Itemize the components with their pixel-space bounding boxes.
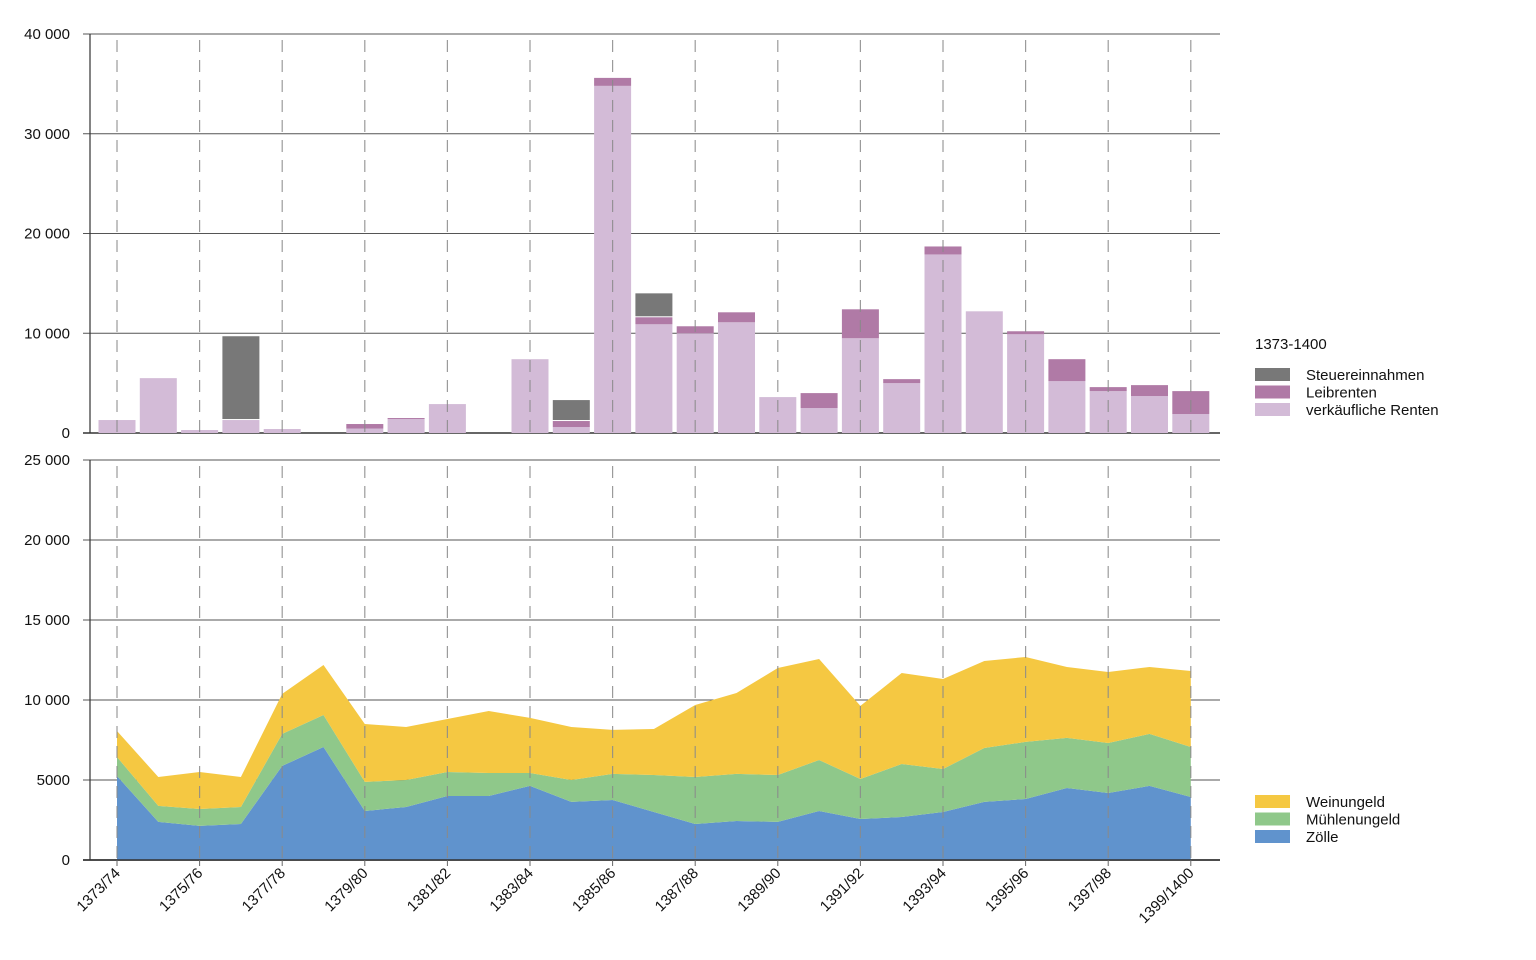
- bottom-y-tick-label: 20 000: [24, 532, 70, 549]
- x-tick-label: 1387/88: [652, 865, 702, 915]
- bar-leibrenten-1395-96: [1007, 331, 1045, 335]
- bar-verk-ufliche-renten-1396-97: [1048, 381, 1086, 433]
- legend-label: Zölle: [1306, 829, 1339, 846]
- x-tick-label: 1395/96: [982, 865, 1032, 915]
- legend-label: Steuereinnahmen: [1306, 367, 1424, 384]
- bar-leibrenten-1392-93: [883, 379, 921, 384]
- bar-steuereinnahmen-1386-87: [635, 293, 673, 317]
- x-tick-label: 1397/98: [1065, 865, 1115, 915]
- x-tick-label: 1385/86: [569, 865, 619, 915]
- legend-swatch: [1255, 812, 1290, 826]
- x-tick-label: 1377/78: [239, 865, 289, 915]
- area-z-lle: [117, 747, 1191, 860]
- bar-verk-ufliche-renten-1390-91: [800, 408, 838, 433]
- legend-label: Weinungeld: [1306, 794, 1385, 811]
- top-bars: [98, 77, 1210, 434]
- bar-verk-ufliche-renten-1386-87: [635, 324, 673, 433]
- bottom-y-axis: 0 5000 10 000 15 000 20 000 25 000: [24, 452, 91, 869]
- legend-title: 1373-1400: [1255, 336, 1327, 353]
- bar-verk-ufliche-renten-1376-77: [222, 420, 260, 433]
- x-tick-label: 1393/94: [899, 865, 949, 915]
- bar-steuereinnahmen-1376-77: [222, 336, 260, 420]
- bar-leibrenten-1386-87: [635, 317, 673, 325]
- legend-label: verkäufliche Renten: [1306, 402, 1439, 419]
- legend-label: Mühlenungeld: [1306, 812, 1400, 829]
- area-weinungeld: [117, 657, 1191, 809]
- bar-verk-ufliche-renten-1394-95: [965, 311, 1003, 433]
- bar-steuereinnahmen-1384-85: [552, 400, 590, 421]
- bottom-y-tick-label: 25 000: [24, 452, 70, 469]
- top-y-tick-label: 0: [62, 425, 70, 442]
- x-tick-label: 1379/80: [321, 865, 371, 915]
- x-tick-label: 1373/74: [73, 865, 123, 915]
- x-tick-label: 1381/82: [404, 865, 454, 915]
- bar-leibrenten-1390-91: [800, 393, 838, 409]
- x-tick-label: 1375/76: [156, 865, 206, 915]
- legend-swatch: [1255, 830, 1290, 843]
- bar-verk-ufliche-renten-1384-85: [552, 427, 590, 433]
- bar-verk-ufliche-renten-1398-99: [1131, 396, 1168, 433]
- bottom-vertical-dashed-lines: [116, 466, 1192, 866]
- area-m-hlenungeld: [117, 715, 1191, 826]
- top-y-tick-label: 20 000: [24, 226, 70, 243]
- bar-leibrenten-1380-81: [387, 418, 425, 420]
- x-tick-label: 1389/90: [734, 865, 784, 915]
- top-y-tick-label: 10 000: [24, 325, 70, 342]
- legend-swatch: [1255, 385, 1290, 399]
- top-y-tick-label: 30 000: [24, 126, 70, 143]
- bar-leibrenten-1398-99: [1131, 385, 1168, 397]
- bar-leibrenten-1396-97: [1048, 359, 1086, 382]
- x-tick-label: 1391/92: [817, 865, 867, 915]
- legend-swatch: [1255, 368, 1290, 381]
- top-y-tick-label: 40 000: [24, 26, 70, 43]
- bar-verk-ufliche-renten-1374-75: [139, 378, 177, 433]
- bottom-y-tick-label: 0: [62, 852, 70, 869]
- x-axis-tick-labels: 1373/74 1375/76 1377/78 1379/80 1381/82 1383/…: [73, 865, 1197, 927]
- bottom-y-tick-label: 5000: [37, 772, 70, 789]
- x-tick-label: 1399/1400: [1135, 865, 1197, 927]
- bar-verk-ufliche-renten-1388-89: [718, 322, 755, 433]
- top-legend: 1373-1400 SteuereinnahmenLeibrentenverkä…: [1255, 336, 1439, 419]
- top-vertical-dashed-lines: [116, 40, 1192, 433]
- bottom-y-tick-label: 10 000: [24, 692, 70, 709]
- bar-leibrenten-1384-85: [552, 421, 590, 428]
- bottom-areas: [83, 657, 1220, 861]
- legend-label: Leibrenten: [1306, 385, 1377, 402]
- bar-verk-ufliche-renten-1380-81: [387, 419, 425, 433]
- bar-leibrenten-1388-89: [718, 312, 755, 323]
- legend-swatch: [1255, 795, 1290, 808]
- top-y-axis: 0 10 000 20 000 30 000 40 000: [24, 26, 91, 442]
- x-tick-label: 1383/84: [486, 865, 536, 915]
- bar-verk-ufliche-renten-1392-93: [883, 383, 921, 433]
- legend-swatch: [1255, 403, 1290, 416]
- bottom-y-tick-label: 15 000: [24, 612, 70, 629]
